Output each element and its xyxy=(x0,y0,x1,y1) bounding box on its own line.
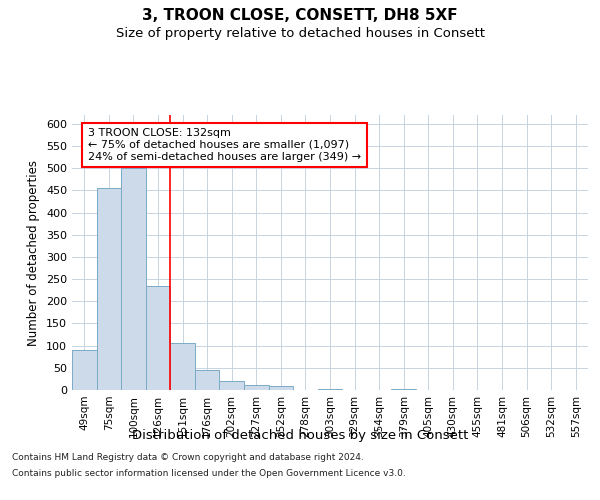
Text: Contains HM Land Registry data © Crown copyright and database right 2024.: Contains HM Land Registry data © Crown c… xyxy=(12,454,364,462)
Bar xyxy=(195,370,220,390)
Bar xyxy=(72,350,97,390)
Text: Size of property relative to detached houses in Consett: Size of property relative to detached ho… xyxy=(115,28,485,40)
Bar xyxy=(97,188,121,390)
Bar xyxy=(146,286,170,390)
Text: 3 TROON CLOSE: 132sqm
← 75% of detached houses are smaller (1,097)
24% of semi-d: 3 TROON CLOSE: 132sqm ← 75% of detached … xyxy=(88,128,361,162)
Y-axis label: Number of detached properties: Number of detached properties xyxy=(28,160,40,346)
Text: 3, TROON CLOSE, CONSETT, DH8 5XF: 3, TROON CLOSE, CONSETT, DH8 5XF xyxy=(142,8,458,22)
Bar xyxy=(170,344,195,390)
Bar xyxy=(318,389,342,390)
Bar xyxy=(391,389,416,390)
Bar xyxy=(121,168,146,390)
Text: Contains public sector information licensed under the Open Government Licence v3: Contains public sector information licen… xyxy=(12,468,406,477)
Bar xyxy=(220,381,244,390)
Bar xyxy=(244,384,269,390)
Text: Distribution of detached houses by size in Consett: Distribution of detached houses by size … xyxy=(132,428,468,442)
Bar xyxy=(269,386,293,390)
